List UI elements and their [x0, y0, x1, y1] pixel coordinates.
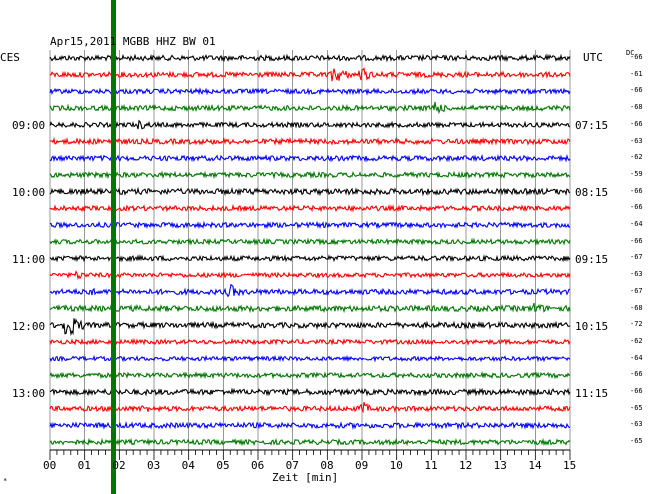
seismic-trace: [49, 153, 571, 163]
dc-value: -66: [630, 387, 643, 395]
x-tick-label: 13: [493, 459, 507, 472]
seismic-trace: [49, 283, 571, 298]
seismic-trace: [49, 337, 571, 346]
x-tick-label: 00: [43, 459, 57, 472]
seismic-trace: [49, 270, 571, 281]
right-time-label: 08:15: [575, 186, 609, 199]
right-time-label: 10:15: [575, 320, 609, 333]
seismic-trace: [49, 101, 571, 115]
dc-value: -65: [630, 437, 643, 446]
x-tick-label: 03: [147, 459, 161, 472]
seismic-trace: [49, 186, 571, 197]
right-timezone-label: UTC: [583, 51, 603, 64]
seismic-trace: [49, 420, 571, 431]
left-time-label: 10:00: [12, 186, 46, 199]
seismic-trace: [49, 354, 571, 363]
dc-column-label: DC: [626, 49, 635, 57]
corner-mark: *: [3, 477, 8, 485]
dc-value: -63: [630, 420, 643, 429]
dc-value: -68: [630, 303, 643, 312]
x-tick-label: 15: [563, 459, 577, 472]
dc-value: -62: [630, 153, 643, 162]
left-timezone-label: CES: [0, 51, 20, 64]
left-time-label: 11:00: [12, 253, 46, 266]
x-axis-label: Zeit [min]: [272, 471, 339, 484]
seismic-trace: [49, 136, 571, 146]
x-tick-label: 11: [424, 459, 438, 472]
dc-value: -67: [630, 286, 643, 295]
left-time-label: 13:00: [12, 387, 46, 400]
left-time-label: 09:00: [12, 119, 46, 132]
time-marker-line: [111, 0, 116, 494]
x-tick-label: 10: [389, 459, 403, 472]
plot-title: Apr15,2011 MGBB HHZ BW 01: [50, 35, 216, 48]
seismic-trace: [49, 87, 571, 96]
seismic-trace: [49, 203, 571, 213]
x-tick-label: 08: [320, 459, 334, 472]
x-tick-label: 01: [77, 459, 91, 472]
dc-value: -63: [630, 270, 643, 279]
seismic-trace: [49, 318, 571, 337]
x-tick-label: 14: [528, 459, 542, 472]
dc-value: -63: [630, 136, 643, 145]
dc-value: -64: [630, 220, 643, 228]
x-tick-label: 06: [251, 459, 265, 472]
seismic-trace: [49, 53, 571, 63]
x-tick-label: 04: [181, 459, 195, 472]
dc-value: -61: [630, 69, 643, 78]
seismic-trace: [49, 119, 571, 130]
dc-value: -66: [630, 203, 643, 212]
dc-value: -72: [630, 320, 643, 329]
right-time-label: 11:15: [575, 387, 609, 400]
seismic-trace: [49, 387, 571, 397]
left-time-label: 12:00: [12, 320, 46, 333]
seismic-trace: [49, 237, 571, 246]
seismic-trace: [49, 302, 571, 314]
dc-value: -68: [630, 103, 643, 112]
dc-value: -62: [630, 336, 643, 345]
dc-value: -67: [630, 253, 643, 262]
seismic-trace: [49, 170, 571, 180]
dc-value: -66: [630, 53, 643, 61]
dc-value: -64: [630, 353, 643, 362]
seismic-trace: [49, 370, 571, 380]
x-tick-label: 02: [112, 459, 126, 472]
dc-value: -66: [630, 119, 643, 128]
x-tick-label: 07: [285, 459, 299, 472]
seismic-trace: [49, 402, 571, 414]
x-tick-label: 09: [355, 459, 369, 472]
x-tick-label: 12: [459, 459, 473, 472]
dc-value: -66: [630, 186, 643, 195]
right-time-label: 07:15: [575, 119, 609, 132]
dc-value: -66: [630, 86, 643, 95]
seismic-trace: [49, 253, 571, 263]
seismic-trace: [49, 437, 571, 447]
seismic-trace: [49, 67, 571, 82]
right-time-label: 09:15: [575, 253, 609, 266]
seismic-trace: [49, 220, 571, 230]
dc-value: -65: [630, 403, 643, 412]
dc-value: -66: [630, 236, 643, 245]
x-tick-label: 05: [216, 459, 230, 472]
dc-value: -59: [630, 169, 643, 178]
dc-value: -66: [630, 370, 643, 379]
